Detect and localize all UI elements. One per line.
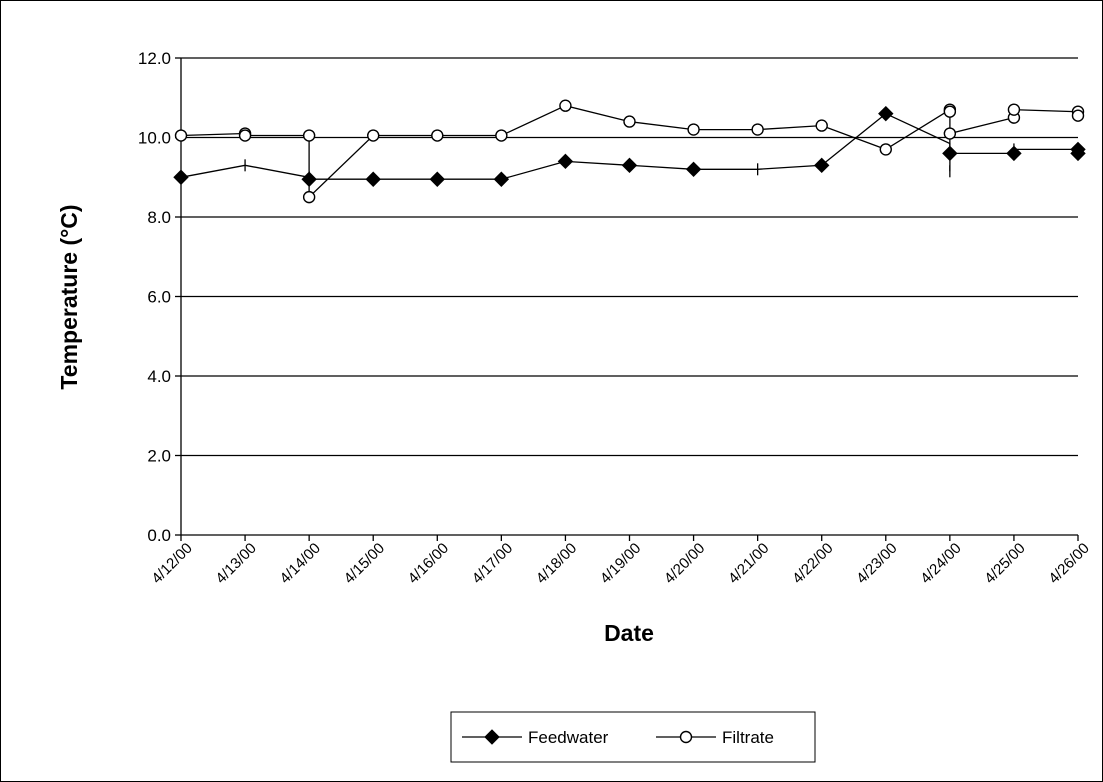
data-point-filtrate <box>687 123 700 136</box>
x-tick-label: 4/20/00 <box>661 540 708 587</box>
data-point-filtrate <box>1007 103 1021 116</box>
data-point-filtrate <box>559 99 572 112</box>
x-tick-label: 4/12/00 <box>148 540 195 587</box>
x-tick-label: 4/23/00 <box>853 540 900 587</box>
data-point-feedwater <box>942 145 958 162</box>
data-point-filtrate <box>238 129 252 142</box>
y-tick-label: 6.0 <box>147 288 171 307</box>
x-tick-label: 4/17/00 <box>469 540 516 587</box>
data-point-feedwater <box>493 171 510 187</box>
data-point-filtrate <box>1071 109 1085 122</box>
x-tick-label: 4/26/00 <box>1045 540 1092 587</box>
data-point-filtrate <box>751 123 764 136</box>
y-axis-title: Temperature (°C) <box>56 204 82 389</box>
x-tick-label: 4/15/00 <box>341 540 388 587</box>
legend: Feedwater Filtrate <box>450 711 816 763</box>
series-layer <box>173 99 1086 204</box>
data-point-feedwater <box>621 157 638 174</box>
x-tick-label: 4/25/00 <box>981 540 1028 587</box>
data-point-feedwater <box>365 171 381 187</box>
x-tick-label: 4/19/00 <box>597 540 644 587</box>
data-point-filtrate <box>943 127 957 140</box>
data-point-feedwater <box>429 171 445 187</box>
legend-marker <box>484 729 500 745</box>
data-point-filtrate <box>302 129 316 142</box>
x-tick-label: 4/18/00 <box>533 540 580 587</box>
series-filtrate <box>174 99 1085 204</box>
data-point-feedwater <box>173 169 189 185</box>
legend-entry-filtrate: Filtrate <box>656 728 774 747</box>
data-point-filtrate <box>879 143 892 156</box>
x-tick-label: 4/16/00 <box>405 540 452 587</box>
data-point-filtrate <box>623 115 636 128</box>
x-tick-label: 4/13/00 <box>212 540 259 587</box>
legend-label: Filtrate <box>722 728 774 747</box>
y-tick-label: 2.0 <box>147 447 171 466</box>
data-point-filtrate <box>174 129 188 142</box>
series-line-feedwater <box>180 112 1079 180</box>
data-point-feedwater <box>814 157 830 174</box>
x-tick-label: 4/22/00 <box>789 540 836 587</box>
data-point-feedwater <box>1070 145 1086 162</box>
gridlines <box>181 57 1078 536</box>
data-point-feedwater <box>685 161 702 178</box>
y-tick-label: 4.0 <box>147 367 171 386</box>
data-point-filtrate <box>431 129 444 142</box>
y-tick-label: 10.0 <box>138 129 171 148</box>
legend-marker <box>679 730 693 744</box>
data-point-feedwater <box>557 153 574 170</box>
data-point-filtrate <box>302 190 316 204</box>
y-tick-label: 8.0 <box>147 208 171 227</box>
legend-entry-feedwater: Feedwater <box>462 728 609 747</box>
x-tick-label: 4/24/00 <box>917 540 964 587</box>
x-tick-label: 4/21/00 <box>725 540 772 587</box>
data-point-feedwater <box>878 105 894 122</box>
x-axis-title: Date <box>604 620 654 646</box>
y-tick-label: 12.0 <box>138 49 171 68</box>
data-point-filtrate <box>943 105 957 118</box>
x-tick-label: 4/14/00 <box>277 540 324 587</box>
data-point-filtrate <box>815 119 828 132</box>
legend-label: Feedwater <box>528 728 609 747</box>
data-point-filtrate <box>495 129 508 142</box>
y-tick-label: 0.0 <box>147 526 171 545</box>
data-point-filtrate <box>367 129 380 142</box>
